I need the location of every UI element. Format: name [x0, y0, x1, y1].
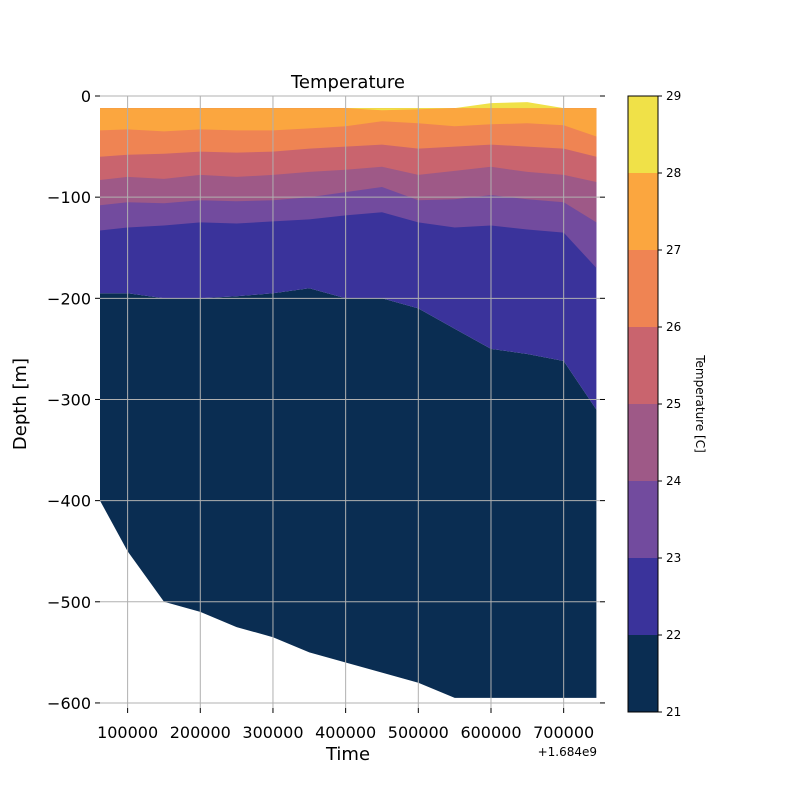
colorbar-segment: [628, 404, 658, 481]
x-tick-label: 400000: [315, 723, 376, 742]
colorbar-tick-label: 21: [666, 705, 681, 719]
chart-title: Temperature: [290, 72, 405, 93]
y-tick-label: −300: [47, 390, 91, 409]
colorbar: 21 22 23 24 25 26 27 28 29: [627, 89, 681, 719]
colorbar-tick-label: 24: [666, 474, 681, 488]
grid-lines: [100, 95, 600, 708]
y-axis-label: Depth [m]: [10, 358, 31, 450]
colorbar-tick-label: 28: [666, 166, 681, 180]
x-tick-label: 300000: [242, 723, 303, 742]
x-tick-label: 200000: [170, 723, 231, 742]
colorbar-tick-label: 27: [666, 243, 681, 257]
x-tick-label: 700000: [533, 723, 594, 742]
axes: 100000 200000 300000 400000 500000 600000 7000…: [47, 87, 605, 742]
y-tick-label: −600: [47, 694, 91, 713]
colorbar-segment: [628, 250, 658, 327]
x-offset-label: +1.684e9: [538, 745, 597, 759]
y-tick-label: −500: [47, 593, 91, 612]
colorbar-segment: [628, 96, 658, 173]
colorbar-tick-label: 29: [666, 89, 681, 103]
x-tick-label: 500000: [388, 723, 449, 742]
band-27-28: [100, 108, 597, 137]
colorbar-segment: [628, 481, 658, 558]
band-21-22: [100, 288, 597, 698]
x-tick-label: 600000: [460, 723, 521, 742]
colorbar-tick-label: 23: [666, 551, 681, 565]
temperature-bands: [100, 102, 597, 698]
y-tick-label: −100: [47, 188, 91, 207]
colorbar-segment: [628, 327, 658, 404]
y-tick-label: −200: [47, 289, 91, 308]
colorbar-segment: [628, 558, 658, 635]
x-axis-label: Time: [325, 744, 370, 765]
colorbar-segment: [628, 635, 658, 712]
x-tick-label: 100000: [97, 723, 158, 742]
band-28-29: [100, 102, 597, 111]
colorbar-segment: [628, 173, 658, 250]
y-tick-label: −400: [47, 492, 91, 511]
y-tick-label: 0: [81, 87, 91, 106]
colorbar-tick-label: 26: [666, 320, 681, 334]
colorbar-tick-label: 25: [666, 397, 681, 411]
colorbar-tick-label: 22: [666, 628, 681, 642]
colorbar-label: Temperature [C]: [693, 354, 707, 453]
